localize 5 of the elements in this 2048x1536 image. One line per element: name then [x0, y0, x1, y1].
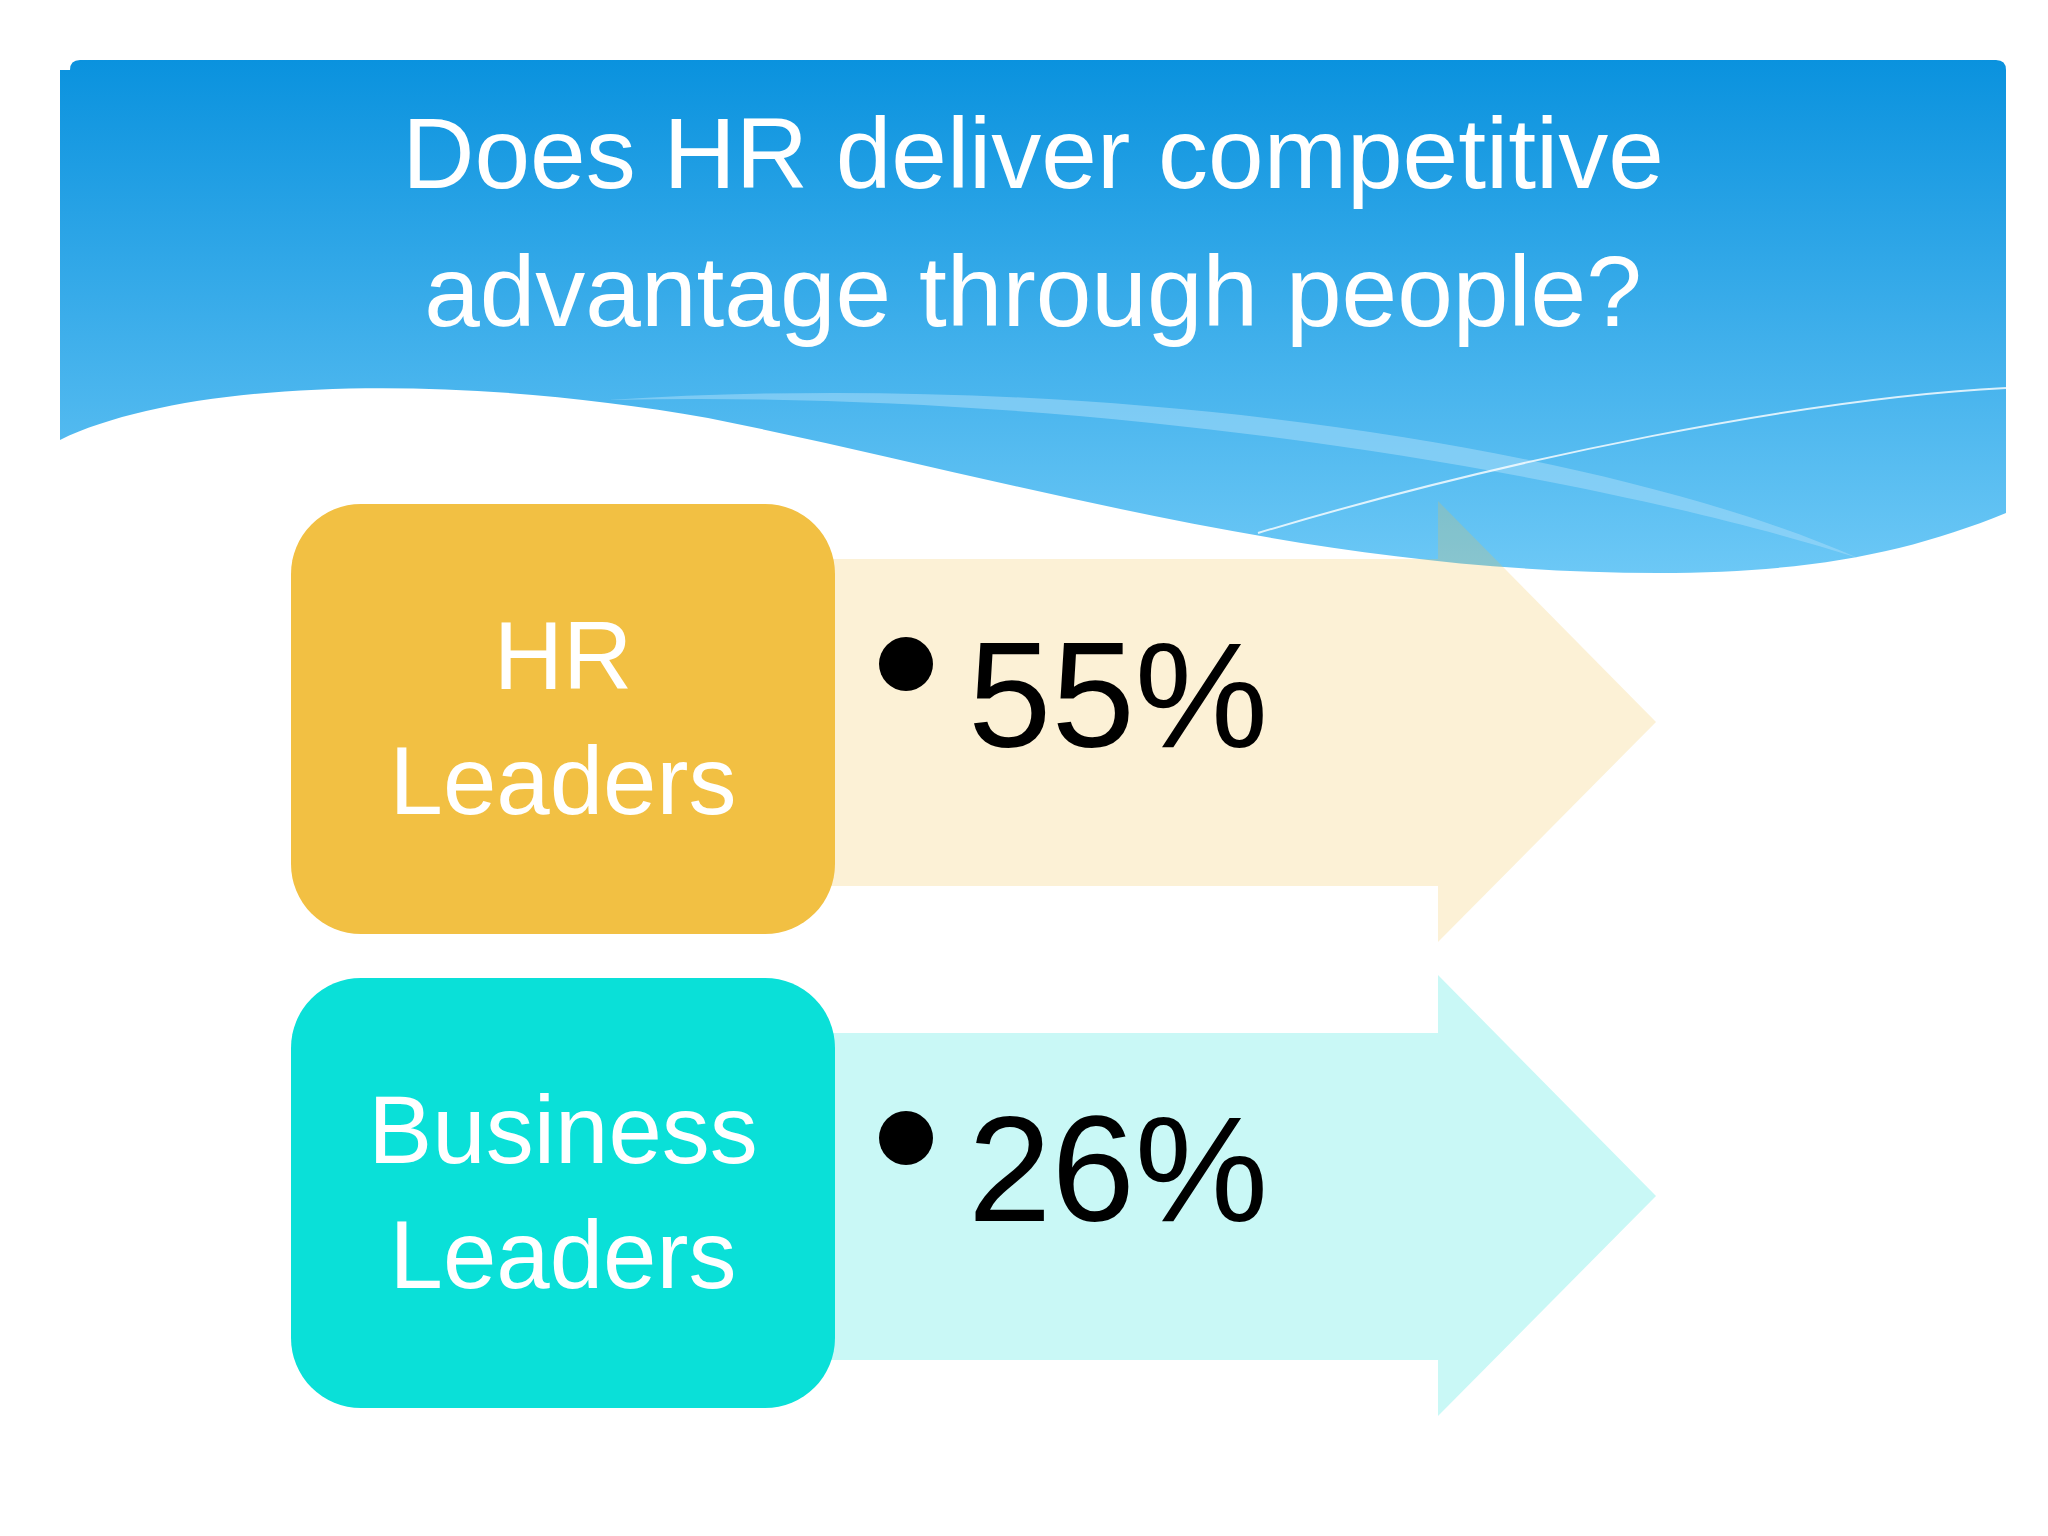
data-label: 26%	[968, 1085, 1269, 1253]
category-label: HR Leaders	[389, 601, 737, 834]
category-label: Business Leaders	[368, 1075, 758, 1308]
text: Does HR deliver competitive advantage through people?	[402, 97, 1664, 347]
data-label: 55%	[968, 611, 1269, 779]
